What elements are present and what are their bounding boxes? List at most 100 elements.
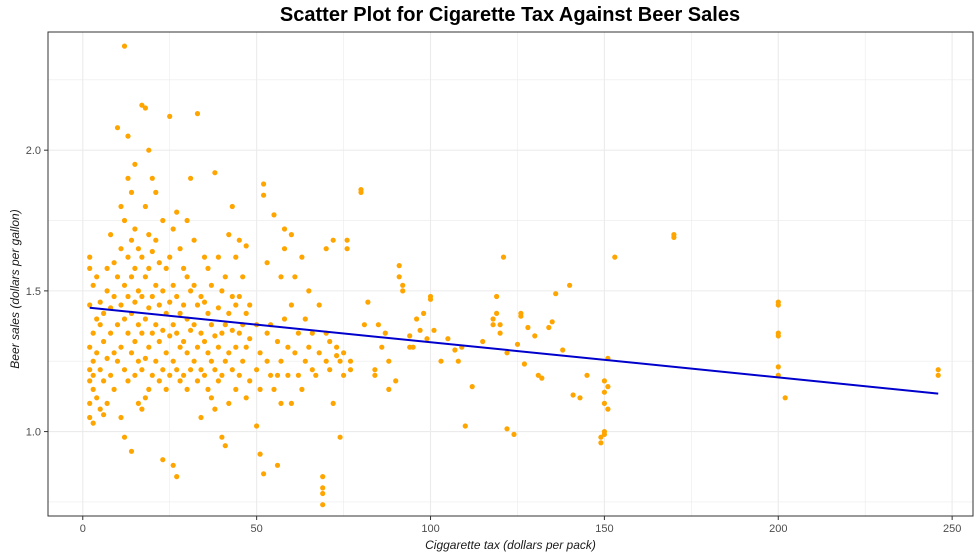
data-point bbox=[570, 392, 576, 398]
data-point bbox=[146, 265, 152, 271]
data-point bbox=[177, 378, 183, 384]
data-point bbox=[243, 344, 249, 350]
data-point bbox=[219, 330, 225, 336]
data-point bbox=[233, 302, 239, 308]
data-point bbox=[201, 299, 208, 305]
data-point bbox=[295, 372, 301, 378]
data-point bbox=[208, 395, 214, 401]
data-point bbox=[132, 372, 138, 378]
data-point bbox=[215, 378, 221, 384]
data-point bbox=[504, 426, 510, 432]
data-point bbox=[174, 209, 180, 215]
y-axis-label: Beer sales (dollars per gallon) bbox=[8, 209, 22, 369]
data-point bbox=[191, 237, 197, 243]
data-point bbox=[139, 293, 145, 300]
data-point bbox=[274, 372, 281, 378]
data-point bbox=[407, 333, 413, 339]
data-point bbox=[671, 234, 677, 240]
data-point bbox=[229, 367, 235, 373]
data-point bbox=[142, 355, 148, 361]
data-point bbox=[128, 274, 135, 280]
data-point bbox=[233, 254, 239, 260]
data-point bbox=[514, 341, 521, 347]
data-point bbox=[142, 395, 148, 401]
data-point bbox=[254, 367, 260, 373]
data-point bbox=[497, 330, 503, 336]
data-point bbox=[205, 350, 211, 356]
data-point bbox=[278, 400, 284, 406]
data-point bbox=[149, 175, 155, 181]
data-point bbox=[278, 274, 284, 280]
data-point bbox=[236, 372, 242, 378]
data-point bbox=[511, 431, 517, 437]
data-point bbox=[302, 358, 308, 364]
data-point bbox=[605, 384, 611, 390]
data-point bbox=[240, 358, 246, 364]
data-point bbox=[525, 324, 531, 331]
data-point bbox=[288, 302, 294, 308]
data-point bbox=[236, 293, 242, 300]
data-point bbox=[108, 330, 114, 336]
data-point bbox=[309, 330, 315, 336]
data-point bbox=[184, 350, 190, 356]
data-point bbox=[201, 338, 208, 345]
data-point bbox=[125, 330, 131, 336]
data-point bbox=[365, 299, 371, 305]
data-point bbox=[935, 367, 941, 373]
data-point bbox=[455, 358, 461, 364]
data-point bbox=[261, 192, 267, 198]
data-point bbox=[222, 358, 228, 364]
data-point bbox=[344, 246, 350, 252]
data-point bbox=[170, 282, 176, 288]
data-point bbox=[94, 274, 100, 280]
data-point bbox=[87, 344, 93, 350]
data-point bbox=[347, 358, 354, 364]
data-point bbox=[198, 367, 204, 373]
data-point bbox=[128, 237, 135, 243]
data-point bbox=[156, 378, 162, 384]
data-point bbox=[132, 299, 138, 305]
data-point bbox=[226, 310, 232, 316]
data-point bbox=[539, 375, 545, 381]
data-point bbox=[212, 367, 218, 373]
data-point bbox=[97, 322, 103, 328]
data-point bbox=[400, 288, 406, 294]
data-point bbox=[261, 181, 267, 187]
data-point bbox=[299, 254, 305, 260]
data-point bbox=[219, 288, 225, 294]
data-point bbox=[177, 310, 183, 316]
data-point bbox=[191, 358, 197, 364]
data-point bbox=[222, 322, 228, 328]
data-point bbox=[532, 333, 538, 339]
data-point bbox=[417, 327, 423, 333]
data-point bbox=[274, 462, 281, 468]
data-point bbox=[500, 254, 507, 260]
data-point bbox=[490, 316, 496, 322]
data-point bbox=[431, 327, 437, 333]
data-point bbox=[135, 358, 141, 364]
data-point bbox=[149, 248, 155, 255]
data-point bbox=[341, 372, 347, 378]
data-point bbox=[334, 344, 340, 350]
trend-line-group bbox=[89, 306, 939, 395]
data-point bbox=[170, 358, 176, 364]
data-point bbox=[101, 412, 107, 418]
data-point bbox=[288, 232, 294, 238]
data-point bbox=[393, 378, 399, 384]
data-point bbox=[132, 161, 138, 167]
data-point bbox=[142, 274, 148, 280]
data-point bbox=[111, 260, 117, 266]
data-point bbox=[146, 232, 152, 238]
data-point bbox=[281, 316, 288, 322]
data-point bbox=[292, 350, 298, 356]
data-point bbox=[601, 389, 608, 395]
data-point bbox=[424, 336, 430, 342]
data-point bbox=[167, 254, 173, 260]
data-point bbox=[153, 322, 159, 328]
data-point bbox=[264, 330, 270, 336]
data-point bbox=[337, 358, 343, 364]
data-point bbox=[153, 358, 159, 364]
data-point bbox=[153, 189, 159, 195]
trend-line bbox=[89, 306, 939, 395]
data-point bbox=[452, 347, 458, 353]
